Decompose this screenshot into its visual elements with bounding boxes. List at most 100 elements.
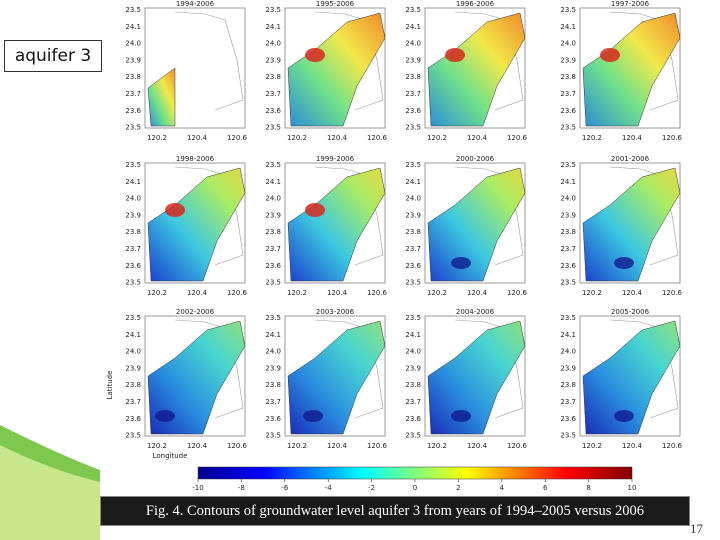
x-tick-label: 120.4 — [467, 442, 488, 450]
panel-title: 1999-2006 — [316, 155, 355, 163]
y-tick-label: 23.5 — [405, 6, 421, 14]
colorbar — [197, 466, 633, 480]
colorbar-tick-label: 8 — [586, 484, 590, 492]
x-tick-label: 120.6 — [507, 134, 528, 142]
contour-map — [582, 167, 681, 282]
contour-hotspot — [600, 48, 620, 62]
panel-title: 2001-2006 — [611, 155, 650, 163]
y-tick-label: 23.6 — [125, 262, 141, 270]
panel-title: 1997-2006 — [611, 0, 650, 8]
y-tick-label: 23.8 — [405, 73, 421, 81]
contour-map — [147, 320, 246, 435]
y-tick-label: 23.7 — [560, 90, 576, 98]
colorbar-tick-label: 10 — [628, 484, 637, 492]
y-axis-label: Latitude — [106, 371, 114, 400]
x-tick-label: 120.2 — [147, 134, 167, 142]
contour-low — [451, 257, 471, 269]
y-tick-label: 23.8 — [125, 73, 141, 81]
y-tick-label: 24.0 — [405, 348, 421, 356]
y-tick-label: 23.6 — [125, 107, 141, 115]
y-tick-label: 24.1 — [405, 23, 421, 31]
panel-title: 2002-2006 — [176, 308, 215, 316]
panel-title: 2005-2006 — [611, 308, 650, 316]
colorbar-tick-label: -2 — [368, 484, 375, 492]
y-tick-label: 23.6 — [265, 415, 281, 423]
x-tick-label: 120.6 — [662, 442, 683, 450]
aquifer-label: aquifer 3 — [4, 40, 102, 72]
panel-frame — [424, 162, 526, 284]
x-tick-label: 120.6 — [227, 442, 248, 450]
y-tick-label: 23.9 — [265, 56, 281, 64]
y-tick-label: 23.8 — [125, 381, 141, 389]
y-tick-label: 23.9 — [560, 56, 576, 64]
y-tick-label: 23.5 — [405, 279, 421, 287]
y-tick-label: 24.1 — [560, 23, 576, 31]
x-tick-label: 120.4 — [327, 442, 348, 450]
y-tick-label: 23.5 — [125, 279, 141, 287]
y-tick-label: 24.1 — [405, 331, 421, 339]
x-tick-label: 120.2 — [582, 134, 602, 142]
x-tick-label: 120.2 — [287, 442, 307, 450]
y-tick-label: 23.9 — [265, 364, 281, 372]
y-tick-label: 24.0 — [125, 40, 141, 48]
coastline — [174, 11, 244, 111]
y-tick-label: 24.1 — [560, 331, 576, 339]
y-tick-label: 23.8 — [265, 228, 281, 236]
x-tick-label: 120.6 — [662, 134, 683, 142]
panel-frame — [284, 315, 386, 437]
y-tick-label: 23.5 — [560, 6, 576, 14]
contour-map — [287, 167, 386, 282]
y-tick-label: 23.9 — [125, 364, 141, 372]
y-tick-label: 23.9 — [405, 56, 421, 64]
panel-title: 1995-2006 — [316, 0, 355, 8]
y-tick-label: 23.7 — [125, 245, 141, 253]
y-tick-label: 24.1 — [125, 178, 141, 186]
x-tick-label: 120.6 — [367, 442, 388, 450]
y-tick-label: 23.8 — [560, 381, 576, 389]
y-tick-label: 23.5 — [265, 314, 281, 322]
y-tick-label: 24.1 — [125, 331, 141, 339]
y-tick-label: 23.5 — [125, 432, 141, 440]
y-tick-label: 24.0 — [560, 195, 576, 203]
y-tick-label: 24.0 — [265, 195, 281, 203]
x-tick-label: 120.4 — [622, 442, 643, 450]
y-tick-label: 23.9 — [125, 56, 141, 64]
y-tick-label: 23.9 — [405, 211, 421, 219]
x-tick-label: 120.4 — [467, 134, 488, 142]
contour-map — [287, 320, 386, 435]
y-tick-label: 23.7 — [265, 245, 281, 253]
x-tick-label: 120.4 — [622, 289, 643, 297]
y-tick-label: 23.6 — [405, 107, 421, 115]
contour-map — [427, 320, 526, 435]
y-tick-label: 23.5 — [560, 124, 576, 132]
panel-frame — [144, 315, 246, 437]
y-tick-label: 23.5 — [405, 314, 421, 322]
panel-frame — [424, 7, 526, 129]
x-tick-label: 120.2 — [147, 442, 167, 450]
contour-hotspot — [305, 203, 325, 217]
y-tick-label: 24.0 — [265, 40, 281, 48]
y-tick-label: 23.6 — [265, 262, 281, 270]
y-tick-label: 23.9 — [560, 211, 576, 219]
x-tick-label: 120.6 — [507, 289, 528, 297]
y-tick-label: 23.5 — [125, 161, 141, 169]
x-tick-label: 120.4 — [327, 289, 348, 297]
contour-low — [614, 410, 634, 422]
y-tick-label: 24.1 — [265, 23, 281, 31]
y-tick-label: 23.6 — [560, 262, 576, 270]
y-tick-label: 23.7 — [125, 90, 141, 98]
y-tick-label: 23.9 — [405, 364, 421, 372]
colorbar-tick-label: -8 — [238, 484, 245, 492]
panel-title: 1994-2006 — [176, 0, 215, 8]
y-tick-label: 23.8 — [560, 73, 576, 81]
contour-low — [155, 410, 175, 422]
x-tick-label: 120.6 — [227, 289, 248, 297]
contour-map — [582, 320, 681, 435]
y-tick-label: 23.7 — [560, 398, 576, 406]
y-tick-label: 23.5 — [125, 6, 141, 14]
panel-frame — [284, 7, 386, 129]
y-tick-label: 23.8 — [405, 228, 421, 236]
y-tick-label: 23.5 — [265, 432, 281, 440]
x-tick-label: 120.4 — [622, 134, 643, 142]
